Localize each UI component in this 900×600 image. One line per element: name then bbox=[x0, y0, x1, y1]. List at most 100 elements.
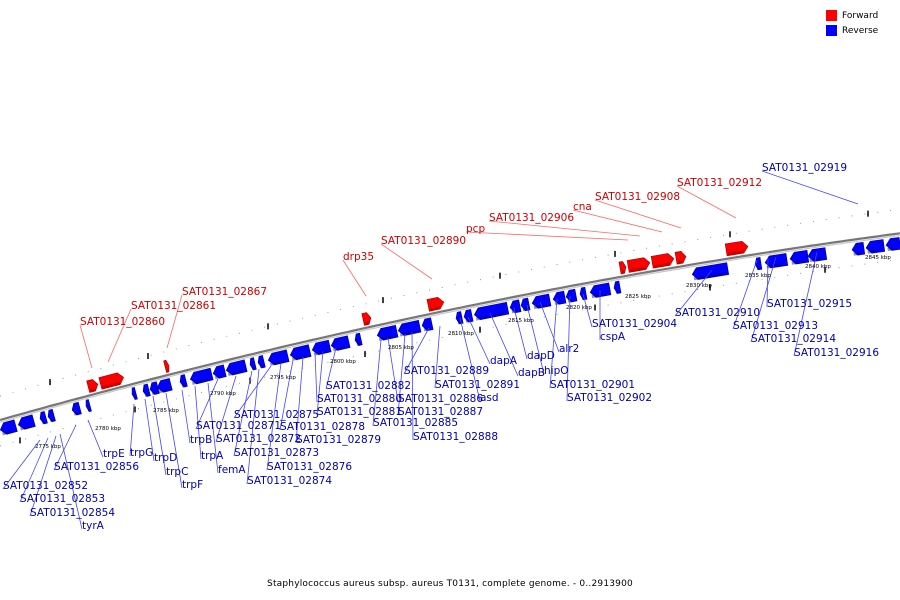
gene-label: SAT0131_02880 bbox=[317, 393, 402, 405]
gene-label: SAT0131_02910 bbox=[675, 307, 760, 319]
reverse-gene bbox=[789, 249, 810, 265]
gene-label: alr2 bbox=[559, 343, 579, 355]
legend: Forward Reverse bbox=[826, 8, 890, 38]
reverse-gene bbox=[189, 367, 214, 385]
reverse-gene bbox=[691, 262, 730, 281]
backbone-shadow bbox=[0, 234, 900, 423]
gene-label: SAT0131_02889 bbox=[404, 365, 489, 377]
gene-leader-line bbox=[372, 339, 382, 427]
gene-label: trpF bbox=[182, 479, 203, 491]
forward-gene bbox=[86, 379, 99, 393]
reverse-gene bbox=[39, 411, 48, 425]
gene-leader-line bbox=[582, 293, 593, 328]
tick-label: 2795 kbp bbox=[270, 375, 296, 381]
tick-label: 2835 kbp bbox=[745, 273, 771, 279]
reverse-gene bbox=[851, 241, 866, 256]
reverse-gene bbox=[0, 419, 18, 436]
genome-caption: Staphylococcus aureus subsp. aureus T013… bbox=[267, 579, 633, 589]
gene-leader-line bbox=[397, 333, 406, 416]
gene-leader-line bbox=[215, 375, 237, 443]
leaders-layer bbox=[2, 170, 859, 530]
gene-label: drp35 bbox=[343, 251, 374, 263]
gene-leader-line bbox=[465, 231, 629, 241]
gene-label: SAT0131_02871 bbox=[196, 420, 281, 432]
reverse-gene bbox=[225, 359, 248, 376]
gene-leader-line bbox=[152, 395, 167, 476]
gene-label: cna bbox=[573, 201, 592, 213]
gene-leader-line bbox=[539, 301, 560, 353]
gene-label: SAT0131_02914 bbox=[751, 333, 836, 345]
reverse-gene bbox=[249, 357, 257, 371]
gene-label: SAT0131_02904 bbox=[592, 318, 677, 330]
gene-label: SAT0131_02902 bbox=[567, 392, 652, 404]
tick-label: 2830 kbp bbox=[686, 283, 712, 289]
gene-label: asd bbox=[480, 392, 499, 404]
gene-leader-line bbox=[165, 392, 183, 489]
gene-label: trpB bbox=[190, 434, 212, 446]
gene-label: SAT0131_02901 bbox=[550, 379, 635, 391]
gene-label: hipO bbox=[544, 365, 569, 377]
gene-leader-line bbox=[279, 359, 294, 431]
gene-leader-line bbox=[766, 257, 769, 308]
labels-layer: SAT0131_02860SAT0131_02861SAT0131_02867d… bbox=[3, 162, 879, 532]
gene-leader-line bbox=[793, 251, 818, 357]
forward-gene bbox=[618, 261, 627, 275]
gene-label: SAT0131_02886 bbox=[398, 393, 483, 405]
forward-gene bbox=[426, 296, 445, 312]
gene-leader-line bbox=[411, 331, 414, 441]
gene-label: SAT0131_02856 bbox=[54, 461, 139, 473]
gene-leader-line bbox=[489, 312, 519, 377]
gene-label: SAT0131_02872 bbox=[216, 433, 301, 445]
gene-leader-line bbox=[316, 350, 324, 416]
reverse-gene bbox=[311, 339, 332, 356]
gene-label: SAT0131_02875 bbox=[234, 409, 319, 421]
gene-leader-line bbox=[674, 269, 713, 317]
gene-leader-line bbox=[676, 185, 737, 219]
gene-label: SAT0131_02888 bbox=[413, 431, 498, 443]
gene-leader-line bbox=[325, 347, 337, 390]
reverse-gene bbox=[156, 378, 173, 394]
gene-leader-line bbox=[233, 370, 253, 457]
gene-leader-line bbox=[29, 435, 57, 517]
gene-leader-line bbox=[144, 398, 155, 462]
forward-gene bbox=[163, 359, 170, 373]
gene-label: SAT0131_02860 bbox=[80, 316, 165, 328]
gene-leader-line bbox=[233, 365, 272, 419]
gene-label: SAT0131_02887 bbox=[398, 406, 483, 418]
reverse-gene bbox=[455, 311, 464, 325]
gene-label: trpA bbox=[201, 450, 224, 462]
tick-label: 2780 kbp bbox=[95, 426, 121, 432]
gene-leader-line bbox=[53, 424, 77, 471]
reverse-gene bbox=[865, 239, 886, 254]
reverse-gene bbox=[531, 293, 552, 310]
legend-reverse: Reverse bbox=[826, 23, 890, 38]
gene-leader-line bbox=[195, 378, 219, 430]
gene-leader-line bbox=[194, 385, 202, 460]
tick-label: 2845 kbp bbox=[865, 255, 891, 261]
reverse-gene bbox=[71, 401, 82, 416]
gene-leader-line bbox=[403, 327, 430, 375]
gene-label: SAT0131_02852 bbox=[3, 480, 88, 492]
reverse-gene bbox=[473, 301, 510, 321]
gene-label: SAT0131_02876 bbox=[267, 461, 352, 473]
legend-forward: Forward bbox=[826, 8, 890, 23]
reverse-gene bbox=[885, 237, 900, 252]
gene-label: trpE bbox=[103, 448, 125, 460]
reverse-gene bbox=[212, 364, 227, 380]
reverse-gene bbox=[149, 381, 160, 396]
backbone-line bbox=[0, 232, 900, 422]
reverse-gene bbox=[376, 324, 399, 342]
gene-leader-line bbox=[572, 209, 663, 233]
forward-swatch-icon bbox=[826, 10, 837, 21]
tick-label: 2800 kbp bbox=[330, 359, 356, 365]
gene-leader-line bbox=[295, 356, 304, 444]
reverse-gene bbox=[142, 383, 151, 397]
gene-leader-line bbox=[107, 308, 132, 363]
tick-label: 2775 kbp bbox=[35, 444, 61, 450]
gene-label: SAT0131_02908 bbox=[595, 191, 680, 203]
reverse-gene bbox=[421, 317, 434, 332]
gene-leader-line bbox=[459, 317, 481, 402]
gene-label: SAT0131_02853 bbox=[20, 493, 105, 505]
gene-label: SAT0131_02915 bbox=[767, 298, 852, 310]
